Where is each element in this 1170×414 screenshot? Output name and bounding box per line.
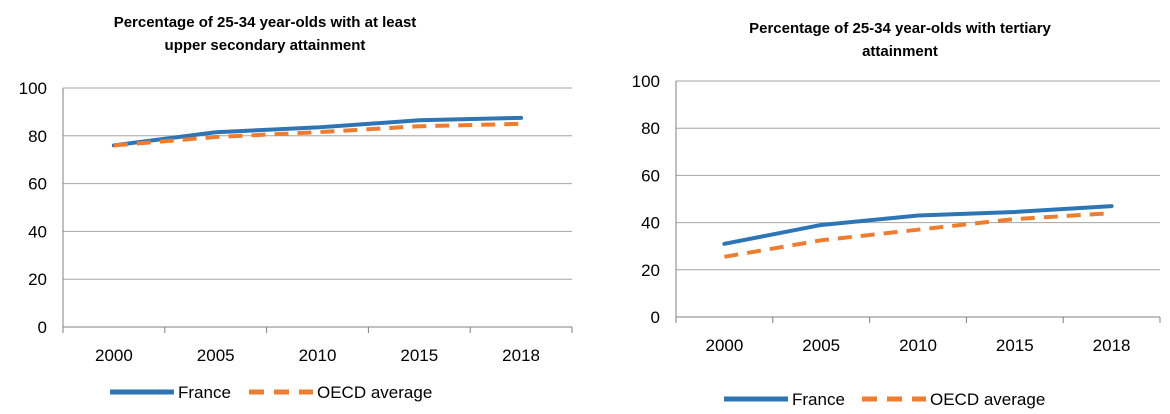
x-tick-label: 2010 — [899, 336, 937, 355]
y-tick-label: 80 — [28, 127, 47, 146]
x-tick-label: 2018 — [1093, 336, 1131, 355]
x-tick-label: 2005 — [197, 346, 235, 365]
series-line-france — [722, 204, 1114, 246]
series-line-france — [111, 115, 524, 148]
y-tick-label: 100 — [632, 72, 660, 91]
y-tick-label: 40 — [28, 222, 47, 241]
y-tick-label: 0 — [38, 318, 47, 337]
series-line-oecd-average — [724, 211, 1112, 259]
y-tick-label: 20 — [641, 261, 660, 280]
legend-label: OECD average — [317, 383, 432, 402]
x-tick-label: 2005 — [802, 336, 840, 355]
x-tick-label: 2010 — [299, 346, 337, 365]
y-tick-label: 100 — [19, 79, 47, 98]
chart-upper-secondary: Percentage of 25-34 year-olds with at le… — [19, 14, 573, 402]
x-tick-label: 2015 — [996, 336, 1034, 355]
chart-title-line: Percentage of 25-34 year-olds with terti… — [749, 20, 1051, 37]
y-tick-label: 60 — [641, 166, 660, 185]
x-tick-label: 2000 — [95, 346, 133, 365]
legend-label: France — [792, 390, 845, 409]
x-tick-label: 2000 — [705, 336, 743, 355]
legend-label: France — [178, 383, 231, 402]
y-tick-label: 0 — [651, 308, 660, 327]
y-tick-label: 80 — [641, 119, 660, 138]
legend-label: OECD average — [930, 390, 1045, 409]
x-tick-label: 2018 — [502, 346, 540, 365]
y-tick-label: 60 — [28, 175, 47, 194]
chart-title-line: upper secondary attainment — [165, 37, 366, 54]
chart-tertiary: Percentage of 25-34 year-olds with terti… — [632, 20, 1161, 409]
y-tick-label: 20 — [28, 270, 47, 289]
chart-title-line: Percentage of 25-34 year-olds with at le… — [114, 14, 417, 31]
chart-title-line: attainment — [862, 43, 938, 60]
y-tick-label: 40 — [641, 214, 660, 233]
x-tick-label: 2015 — [400, 346, 438, 365]
